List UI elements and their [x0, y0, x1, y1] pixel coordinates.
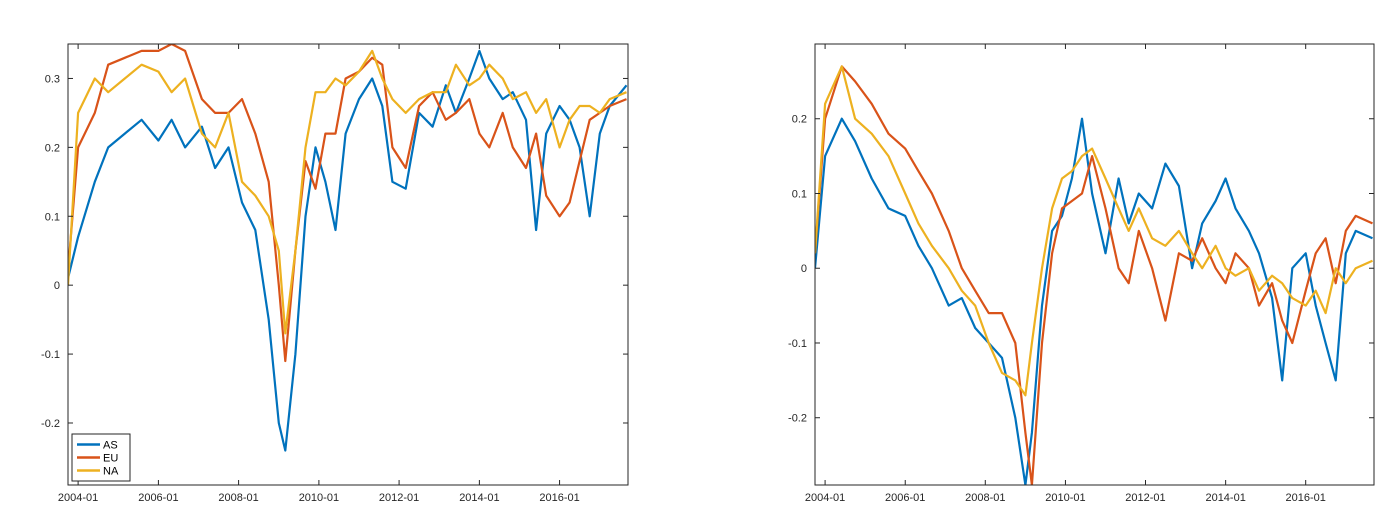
chart-1-xtick-label: 2006-01 [138, 492, 178, 504]
chart-2-xtick-label: 2004-01 [805, 492, 845, 504]
chart-2-series-as-line [815, 117, 1373, 485]
chart-1-ytick-label: 0 [54, 280, 60, 292]
chart-2-ytick-label: 0.1 [792, 188, 807, 200]
chart-1-ytick-label: -0.2 [41, 418, 60, 430]
chart-1-series-na-line [68, 49, 627, 335]
chart-2-xtick-label: 2012-01 [1125, 492, 1165, 504]
chart-2-series-na-line [815, 65, 1373, 397]
chart-1-ytick-label: 0.1 [45, 211, 60, 223]
chart-1-ytick-label: -0.1 [41, 349, 60, 361]
chart-2-ytick-label: -0.2 [788, 413, 807, 425]
chart-1-legend-label-eu: EU [103, 453, 118, 465]
chart-1-xtick-label: 2016-01 [539, 492, 579, 504]
chart-1-xtick-label: 2010-01 [299, 492, 339, 504]
chart-2-xtick-label: 2008-01 [965, 492, 1005, 504]
chart-1-xtick-label: 2012-01 [379, 492, 419, 504]
chart-1-xtick-label: 2008-01 [218, 492, 258, 504]
chart-2-xtick-label: 2006-01 [885, 492, 925, 504]
chart-1-legend-label-as: AS [103, 440, 118, 452]
chart-1-xtick-label: 2014-01 [459, 492, 499, 504]
chart-1-axes-box [67, 43, 629, 486]
chart-1-series-as-line [68, 49, 628, 452]
chart-1-legend-label-na: NA [103, 466, 119, 478]
chart-1-ytick-label: 0.3 [45, 73, 60, 85]
chart-2-series-eu-line [815, 65, 1373, 485]
chart-2-xtick-label: 2016-01 [1286, 492, 1326, 504]
chart-2-ytick-label: 0.2 [792, 114, 807, 126]
chart-1: 0.3 0.2 0.1 0 -0.1 -0.2 2004-01 2006-01 2008-01 2… [41, 43, 629, 504]
chart-2: 0.2 0.1 0 -0.1 -0.2 2004-01 2006-01 2008-01 2010… [788, 43, 1375, 504]
chart-2-xtick-label: 2010-01 [1045, 492, 1085, 504]
chart-1-ytick-label: 0.2 [45, 142, 60, 154]
chart-2-ytick-label: -0.1 [788, 338, 807, 350]
chart-2-ytick-label: 0 [801, 263, 807, 275]
chart-2-axes-box [814, 43, 1375, 486]
chart-1-xtick-label: 2004-01 [58, 492, 98, 504]
chart-2-xtick-label: 2014-01 [1205, 492, 1245, 504]
